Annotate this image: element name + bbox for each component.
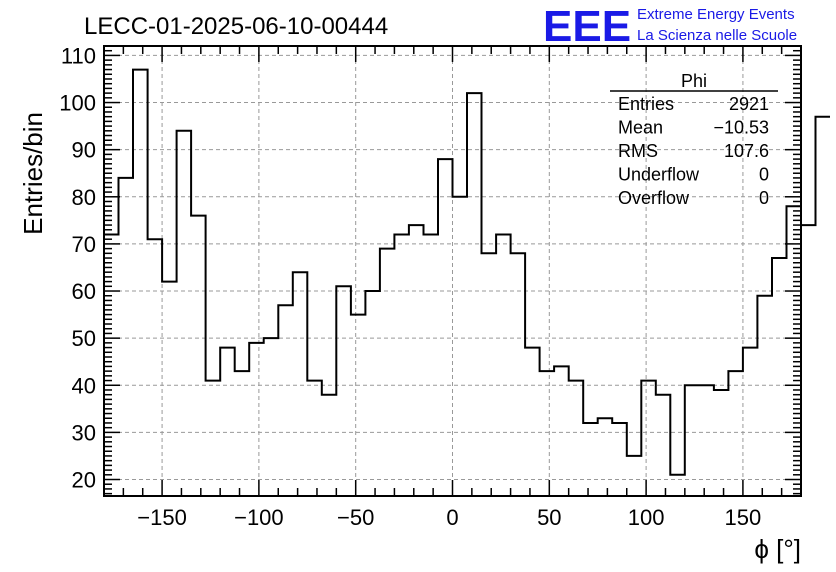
stats-row-value: 0 bbox=[759, 188, 769, 208]
x-tick-label: −100 bbox=[234, 505, 284, 530]
logo-mark: EEE bbox=[543, 2, 631, 51]
stats-row-label: RMS bbox=[618, 141, 658, 161]
logo-line-1: Extreme Energy Events bbox=[637, 6, 795, 23]
stats-row-value: −10.53 bbox=[713, 118, 769, 138]
stats-row-label: Overflow bbox=[618, 188, 690, 208]
y-tick-label: 110 bbox=[61, 43, 96, 68]
x-tick-label: 50 bbox=[537, 505, 561, 530]
y-tick-labels: 20 30 40 50 60 70 80 90 100 110 bbox=[59, 43, 96, 492]
stats-rows: Entries 2921 Mean −10.53 RMS 107.6 Underflow 0 O… bbox=[618, 94, 769, 208]
stats-row-label: Underflow bbox=[618, 165, 700, 185]
stats-name: Phi bbox=[681, 71, 707, 91]
y-tick-label: 90 bbox=[72, 138, 96, 163]
histogram-series-line bbox=[104, 68, 830, 476]
x-tick-label: 150 bbox=[725, 505, 762, 530]
x-tick-label: −50 bbox=[337, 505, 374, 530]
stats-row-label: Mean bbox=[618, 118, 663, 138]
logo-line-2: La Scienza nelle Scuole bbox=[637, 27, 797, 44]
axis-ticks bbox=[103, 46, 802, 496]
y-tick-label: 80 bbox=[72, 185, 96, 210]
y-tick-label: 30 bbox=[72, 420, 96, 445]
stats-box: Phi Entries 2921 Mean −10.53 RMS 107.6 Underfl… bbox=[610, 71, 778, 208]
y-axis-title: Entries/bin bbox=[18, 112, 48, 235]
x-tick-label: 0 bbox=[446, 505, 458, 530]
y-tick-label: 70 bbox=[72, 232, 96, 257]
y-tick-label: 40 bbox=[72, 373, 96, 398]
chart-title: LECC-01-2025-06-10-00444 bbox=[84, 13, 388, 40]
grid-lines bbox=[104, 46, 801, 496]
eee-logo: EEE Extreme Energy Events La Scienza nel… bbox=[543, 2, 797, 51]
x-tick-label: −150 bbox=[137, 505, 187, 530]
y-tick-label: 60 bbox=[72, 279, 96, 304]
stats-row-value: 0 bbox=[759, 165, 769, 185]
x-axis-title: ϕ [°] bbox=[754, 534, 801, 564]
y-tick-label: 100 bbox=[59, 91, 96, 116]
stats-row-value: 107.6 bbox=[724, 141, 769, 161]
y-tick-label: 50 bbox=[72, 326, 96, 351]
stats-row-value: 2921 bbox=[729, 94, 769, 114]
stats-row-label: Entries bbox=[618, 94, 674, 114]
x-tick-labels: −150 −100 −50 0 50 100 150 bbox=[137, 505, 761, 530]
y-tick-label: 20 bbox=[72, 468, 96, 493]
x-tick-label: 100 bbox=[628, 505, 665, 530]
